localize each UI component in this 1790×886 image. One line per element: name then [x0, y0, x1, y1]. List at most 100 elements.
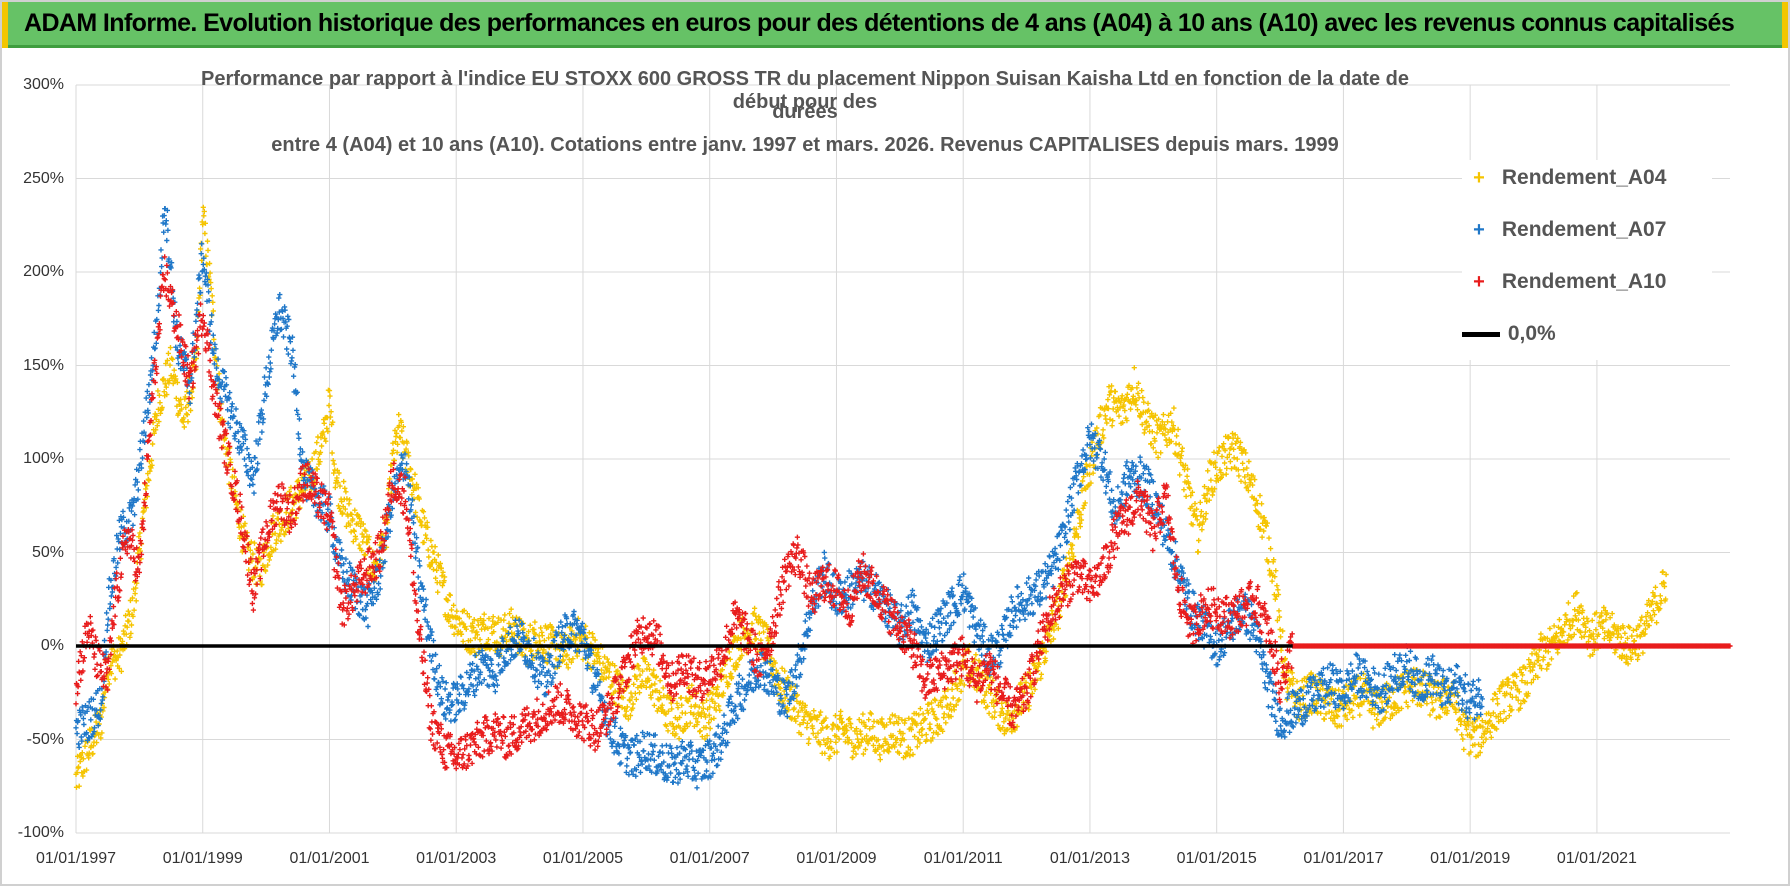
data-point — [850, 754, 856, 760]
data-point — [999, 700, 1005, 706]
data-point — [1080, 505, 1086, 511]
data-point — [720, 690, 726, 696]
data-point — [357, 516, 363, 522]
data-point — [159, 264, 165, 270]
data-point — [344, 496, 350, 502]
data-point — [1179, 445, 1185, 451]
data-point — [673, 767, 679, 773]
data-point — [365, 623, 371, 630]
data-point — [951, 619, 957, 626]
data-point — [564, 661, 570, 667]
data-point — [916, 712, 922, 718]
data-point — [1029, 690, 1035, 696]
data-point — [813, 734, 819, 740]
data-point — [1177, 472, 1183, 478]
data-point — [1556, 617, 1562, 623]
data-point — [624, 763, 630, 769]
data-point — [409, 492, 415, 498]
data-point — [119, 638, 126, 644]
data-point — [889, 712, 895, 718]
data-point — [481, 677, 487, 683]
data-point — [472, 652, 478, 659]
data-point — [943, 720, 949, 726]
data-point — [494, 639, 500, 645]
data-point — [1492, 691, 1499, 697]
data-point — [126, 618, 132, 624]
data-point — [463, 626, 469, 632]
data-point — [955, 581, 962, 587]
data-point — [728, 670, 734, 677]
data-point — [376, 580, 382, 587]
data-point — [539, 633, 545, 639]
data-point — [566, 656, 572, 663]
data-point — [734, 637, 740, 643]
data-point — [1149, 429, 1155, 435]
data-point — [992, 709, 998, 715]
data-point — [472, 635, 478, 641]
data-point — [291, 373, 297, 379]
data-point — [342, 485, 348, 491]
data-point — [636, 690, 643, 696]
data-point — [1012, 727, 1018, 733]
data-point — [188, 407, 194, 414]
data-point — [98, 735, 104, 741]
data-point — [243, 463, 249, 469]
data-point — [715, 684, 721, 690]
data-point — [606, 669, 612, 675]
data-point — [278, 538, 284, 544]
data-point — [1103, 483, 1109, 489]
data-point — [830, 572, 836, 578]
data-point — [73, 784, 80, 790]
data-point — [182, 394, 188, 400]
data-point — [467, 661, 473, 667]
data-point — [154, 423, 160, 429]
data-point — [809, 716, 815, 722]
data-point — [267, 369, 273, 375]
data-point — [105, 676, 111, 682]
data-point — [394, 430, 400, 436]
data-point — [645, 662, 652, 668]
data-point — [1042, 561, 1048, 567]
data-point — [1060, 554, 1067, 560]
data-point — [408, 466, 414, 473]
data-point — [831, 722, 837, 728]
data-point — [1240, 460, 1246, 466]
data-point — [500, 626, 506, 632]
data-point — [183, 404, 189, 411]
data-point — [798, 731, 804, 737]
data-point — [1584, 615, 1590, 621]
data-point — [764, 624, 770, 630]
data-point — [124, 624, 130, 630]
data-point — [868, 711, 874, 717]
data-point — [885, 748, 891, 754]
data-point — [420, 509, 427, 515]
data-point — [127, 634, 133, 640]
data-point — [1548, 656, 1555, 662]
data-point — [432, 544, 438, 550]
data-point — [273, 546, 279, 552]
data-point — [971, 639, 977, 645]
data-point — [649, 682, 655, 688]
data-point — [117, 636, 123, 642]
data-point — [258, 556, 264, 562]
data-point — [502, 634, 508, 640]
data-point — [997, 712, 1003, 718]
data-point — [663, 711, 669, 717]
data-point — [260, 416, 267, 422]
data-point — [1164, 442, 1170, 448]
data-point — [1134, 407, 1141, 413]
data-point — [421, 515, 428, 521]
data-point — [1065, 499, 1071, 505]
data-point — [1183, 493, 1189, 499]
data-point — [719, 730, 725, 736]
data-point — [660, 750, 666, 756]
data-point — [633, 673, 639, 680]
data-point — [941, 711, 947, 717]
data-point — [247, 482, 253, 488]
data-point — [199, 241, 205, 247]
data-point — [600, 660, 606, 666]
data-point — [74, 769, 80, 776]
data-point — [548, 631, 554, 637]
data-point — [1140, 395, 1146, 401]
